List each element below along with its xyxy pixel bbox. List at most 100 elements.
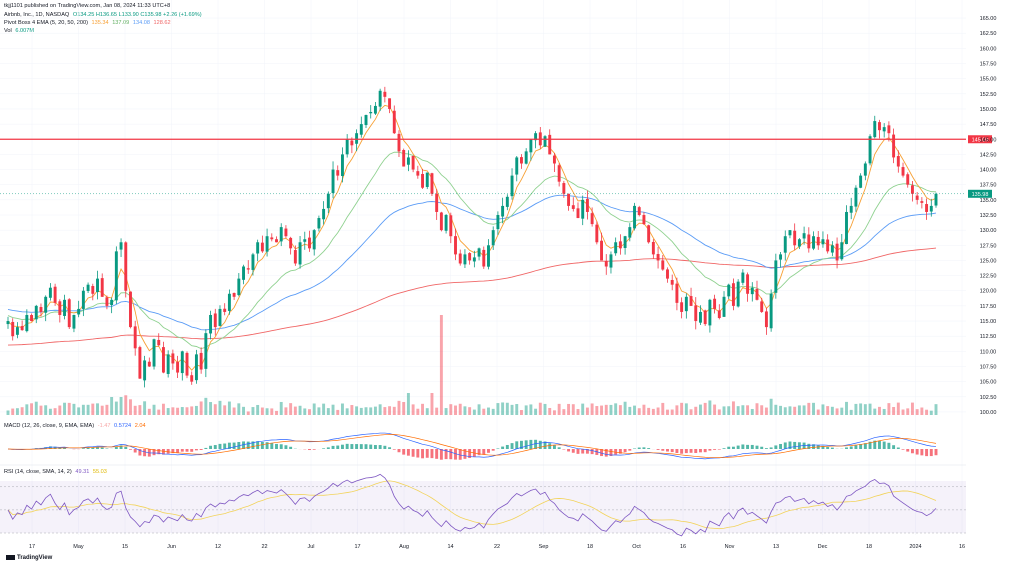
volume-bar — [783, 407, 787, 415]
macd-histogram-bar — [458, 449, 462, 460]
candle — [821, 239, 825, 245]
macd-histogram-bar — [468, 449, 472, 459]
candle — [284, 228, 288, 237]
volume-bar — [147, 408, 151, 415]
ema-label[interactable]: Pivot Boss 4 EMA (5, 20, 50, 200) — [4, 20, 88, 26]
price-tick: 147.50 — [980, 122, 997, 128]
macd-histogram-bar — [699, 449, 702, 453]
macd-histogram-bar — [270, 442, 274, 449]
ema5-line — [7, 104, 937, 371]
volume-bar — [6, 410, 10, 415]
macd-histogram-bar — [439, 449, 443, 460]
macd-histogram-bar — [925, 449, 929, 457]
macd-histogram-bar — [449, 449, 453, 460]
candle — [355, 133, 359, 144]
volume-bar — [548, 407, 552, 415]
candle — [741, 272, 745, 283]
macd-histogram-bar — [86, 447, 90, 449]
candle — [96, 278, 99, 293]
macd-histogram-bar — [421, 449, 424, 459]
volume-bar — [699, 404, 702, 415]
candle — [675, 283, 679, 303]
candle — [863, 163, 867, 176]
macd-label[interactable]: MACD (12, 26, close, 9, EMA, EMA) — [4, 423, 95, 429]
volume-bar — [77, 407, 81, 415]
macd-histogram-bar — [920, 449, 924, 456]
candle — [760, 301, 764, 312]
volume-bar — [703, 402, 707, 415]
time-tick: 16 — [680, 544, 686, 550]
macd-histogram-bar — [764, 448, 768, 449]
candle — [797, 239, 801, 247]
volume-bar — [741, 405, 745, 415]
candle — [840, 242, 844, 260]
volume-bar — [534, 408, 538, 415]
volume-bar — [161, 403, 165, 415]
candle — [892, 134, 896, 158]
volume-bar — [96, 403, 99, 415]
candle — [157, 339, 161, 346]
candle — [251, 254, 255, 270]
volume-bar — [204, 397, 208, 415]
volume-bar — [717, 409, 721, 415]
macd-legend: MACD (12, 26, close, 9, EMA, EMA) -1.47 … — [4, 423, 148, 430]
volume-bar — [284, 407, 288, 415]
candle — [58, 301, 62, 315]
volume-bar — [854, 403, 858, 415]
candle — [298, 242, 302, 265]
candle — [764, 311, 768, 328]
volume-bar — [600, 405, 604, 415]
volume-legend: Vol 6.007M — [4, 28, 36, 35]
candle — [416, 171, 420, 176]
ema200-line — [7, 247, 937, 346]
volume-bar — [406, 393, 410, 415]
candle — [152, 339, 156, 367]
volume-bar — [887, 403, 891, 415]
volume-bar — [802, 405, 806, 415]
candle — [435, 193, 439, 212]
macd-histogram-bar — [590, 449, 594, 455]
candle — [783, 236, 787, 253]
volume-bar — [317, 407, 321, 415]
volume-bar — [119, 397, 123, 415]
macd-histogram-bar — [581, 449, 585, 454]
macd-histogram-bar — [289, 446, 293, 449]
candle — [176, 361, 180, 373]
volume-bar — [515, 404, 519, 415]
rsi-label[interactable]: RSI (14, close, SMA, 14, 2) — [4, 469, 72, 475]
vol-label[interactable]: Vol — [4, 28, 12, 34]
macd-histogram-bar — [96, 446, 99, 449]
candle — [830, 245, 834, 253]
macd-histogram-bar — [246, 441, 250, 449]
symbol-title[interactable]: Airbnb, Inc., 1D, NASDAQ — [4, 12, 70, 18]
volume-bar — [807, 402, 811, 415]
volume-bar — [359, 407, 363, 415]
candle — [242, 266, 245, 280]
volume-bar — [468, 407, 472, 415]
candle — [34, 305, 38, 320]
ema200-value: 128.62 — [153, 20, 171, 26]
volume-bar — [882, 408, 886, 415]
candle — [567, 193, 571, 206]
volume-bar — [915, 409, 919, 415]
price-tick: 152.50 — [980, 92, 997, 98]
ohlc-values: O134.25 H136.65 L133.90 C135.98 +2.26 (+… — [72, 12, 202, 18]
price-tick: 165.00 — [980, 16, 997, 22]
macd-histogram-bar — [618, 449, 622, 454]
macd-histogram-bar — [746, 444, 750, 449]
rsi-pane — [0, 473, 966, 537]
volume-bar — [293, 406, 297, 415]
price-tick: 117.50 — [980, 304, 996, 310]
macd-histogram-bar — [557, 447, 561, 449]
volume-bar — [251, 407, 255, 415]
macd-histogram-bar — [322, 448, 326, 449]
time-tick: 18 — [866, 544, 872, 550]
price-tick: 120.00 — [980, 289, 997, 295]
candle — [444, 215, 448, 231]
volume-bar — [48, 408, 52, 415]
macd-histogram-bar — [364, 444, 368, 449]
candle — [878, 122, 881, 131]
volume-bar — [595, 406, 599, 415]
macd-histogram-bar — [830, 447, 834, 449]
